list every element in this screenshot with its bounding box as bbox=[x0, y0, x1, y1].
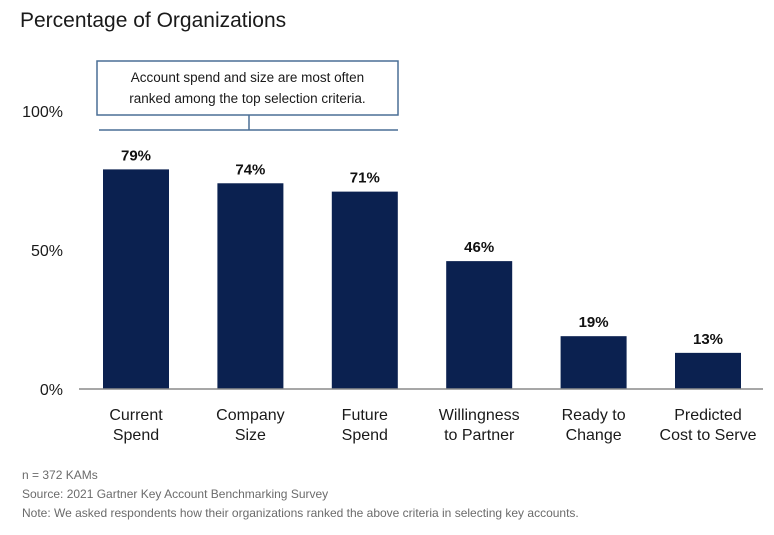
x-tick-label: Ready to bbox=[562, 407, 626, 424]
footnote-sample-size: n = 372 KAMs bbox=[22, 468, 98, 482]
x-tick-label: Spend bbox=[342, 427, 388, 444]
x-tick-label: Willingness bbox=[439, 407, 520, 424]
x-tick-label: Future bbox=[342, 407, 388, 424]
bar-value-label: 79% bbox=[121, 147, 151, 164]
x-tick-label: Company bbox=[216, 407, 284, 424]
bar bbox=[103, 169, 169, 389]
bar-value-label: 71% bbox=[350, 170, 380, 187]
bar bbox=[446, 261, 513, 389]
bar-chart: Percentage of Organizations Account spen… bbox=[20, 9, 763, 444]
bar-value-label: 46% bbox=[464, 239, 494, 256]
bar-value-label: 19% bbox=[579, 314, 609, 331]
annotation: Account spend and size are most often ra… bbox=[96, 60, 399, 131]
y-tick-label: 50% bbox=[31, 243, 63, 260]
x-tick-label: Predicted bbox=[674, 407, 742, 424]
x-tick-label: to Partner bbox=[444, 427, 515, 444]
bar bbox=[560, 336, 627, 389]
x-tick-label: Size bbox=[235, 427, 266, 444]
bars: 79% 74% 71% 46% 19% 13% bbox=[103, 147, 741, 389]
annotation-line-2: ranked among the top selection criteria. bbox=[129, 91, 365, 106]
x-axis-labels: Current Spend Company Size Future Spend Willin… bbox=[109, 407, 756, 444]
x-tick-label: Current bbox=[109, 407, 163, 424]
footnote-note: Note: We asked respondents how their org… bbox=[22, 506, 579, 520]
chart-title: Percentage of Organizations bbox=[20, 9, 286, 32]
footnotes: n = 372 KAMs Source: 2021 Gartner Key Ac… bbox=[22, 466, 579, 523]
bar bbox=[217, 183, 284, 389]
y-tick-label: 0% bbox=[40, 382, 63, 399]
x-tick-label: Change bbox=[566, 427, 622, 444]
annotation-line-1: Account spend and size are most often bbox=[131, 70, 364, 85]
footnote-source: Source: 2021 Gartner Key Account Benchma… bbox=[22, 487, 329, 501]
x-tick-label: Spend bbox=[113, 427, 159, 444]
bar bbox=[675, 352, 741, 389]
bar-value-label: 13% bbox=[693, 331, 723, 348]
x-tick-label: Cost to Serve bbox=[660, 427, 757, 444]
y-tick-label: 100% bbox=[22, 104, 63, 121]
bar-value-label: 74% bbox=[235, 161, 265, 178]
annotation-box bbox=[96, 60, 399, 116]
bar bbox=[331, 191, 398, 389]
y-axis: 0% 50% 100% bbox=[22, 104, 63, 399]
